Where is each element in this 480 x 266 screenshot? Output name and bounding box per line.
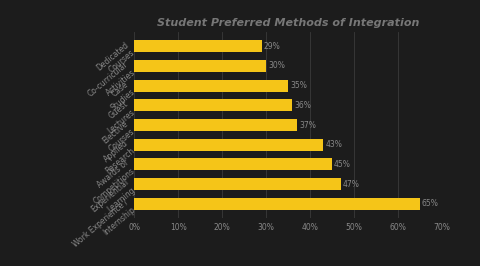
Bar	[134, 80, 288, 92]
Bar	[134, 119, 297, 131]
Bar	[134, 139, 323, 151]
Text: 43%: 43%	[325, 140, 342, 149]
Bar	[134, 99, 292, 111]
Bar	[134, 178, 341, 190]
Text: 35%: 35%	[290, 81, 307, 90]
Bar	[134, 40, 262, 52]
Text: 37%: 37%	[299, 120, 316, 130]
Bar	[134, 159, 332, 170]
Bar	[134, 60, 266, 72]
Bar	[134, 198, 420, 210]
Title: Student Preferred Methods of Integration: Student Preferred Methods of Integration	[157, 18, 419, 28]
Text: 45%: 45%	[334, 160, 351, 169]
Text: 65%: 65%	[422, 199, 439, 208]
Text: 47%: 47%	[343, 180, 360, 189]
Text: 36%: 36%	[295, 101, 312, 110]
Text: 30%: 30%	[268, 61, 285, 70]
Text: 29%: 29%	[264, 42, 281, 51]
